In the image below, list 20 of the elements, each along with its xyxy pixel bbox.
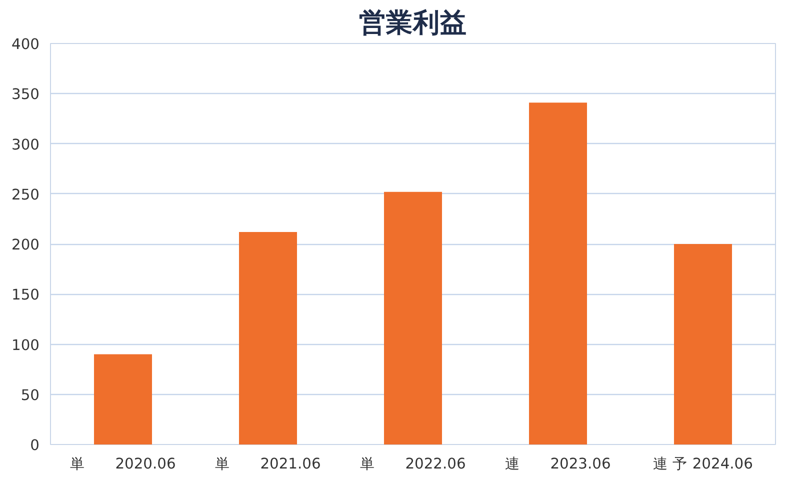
x-tick-label: 単 2020.06	[70, 456, 176, 472]
y-tick-label: 400	[12, 36, 40, 53]
y-tick-label: 200	[12, 236, 40, 254]
chart-title: 営業利益	[359, 8, 467, 38]
bar	[384, 192, 442, 444]
y-tick-label: 0	[30, 437, 40, 454]
bar	[239, 232, 297, 444]
y-tick-label: 100	[12, 336, 40, 354]
y-tick-label: 250	[12, 186, 40, 204]
x-tick-label: 単 2021.06	[215, 456, 321, 472]
y-tick-label: 50	[20, 386, 40, 404]
y-tick-label: 300	[12, 136, 40, 154]
x-tick-label: 連 2023.06	[505, 456, 611, 472]
x-tick-label: 単 2022.06	[360, 456, 466, 472]
y-tick-label: 150	[12, 286, 40, 304]
bar	[674, 244, 732, 444]
bar	[529, 102, 587, 444]
x-tick-label: 連 予 2024.06	[653, 456, 753, 472]
y-tick-label: 350	[12, 86, 40, 104]
bar	[94, 354, 152, 444]
